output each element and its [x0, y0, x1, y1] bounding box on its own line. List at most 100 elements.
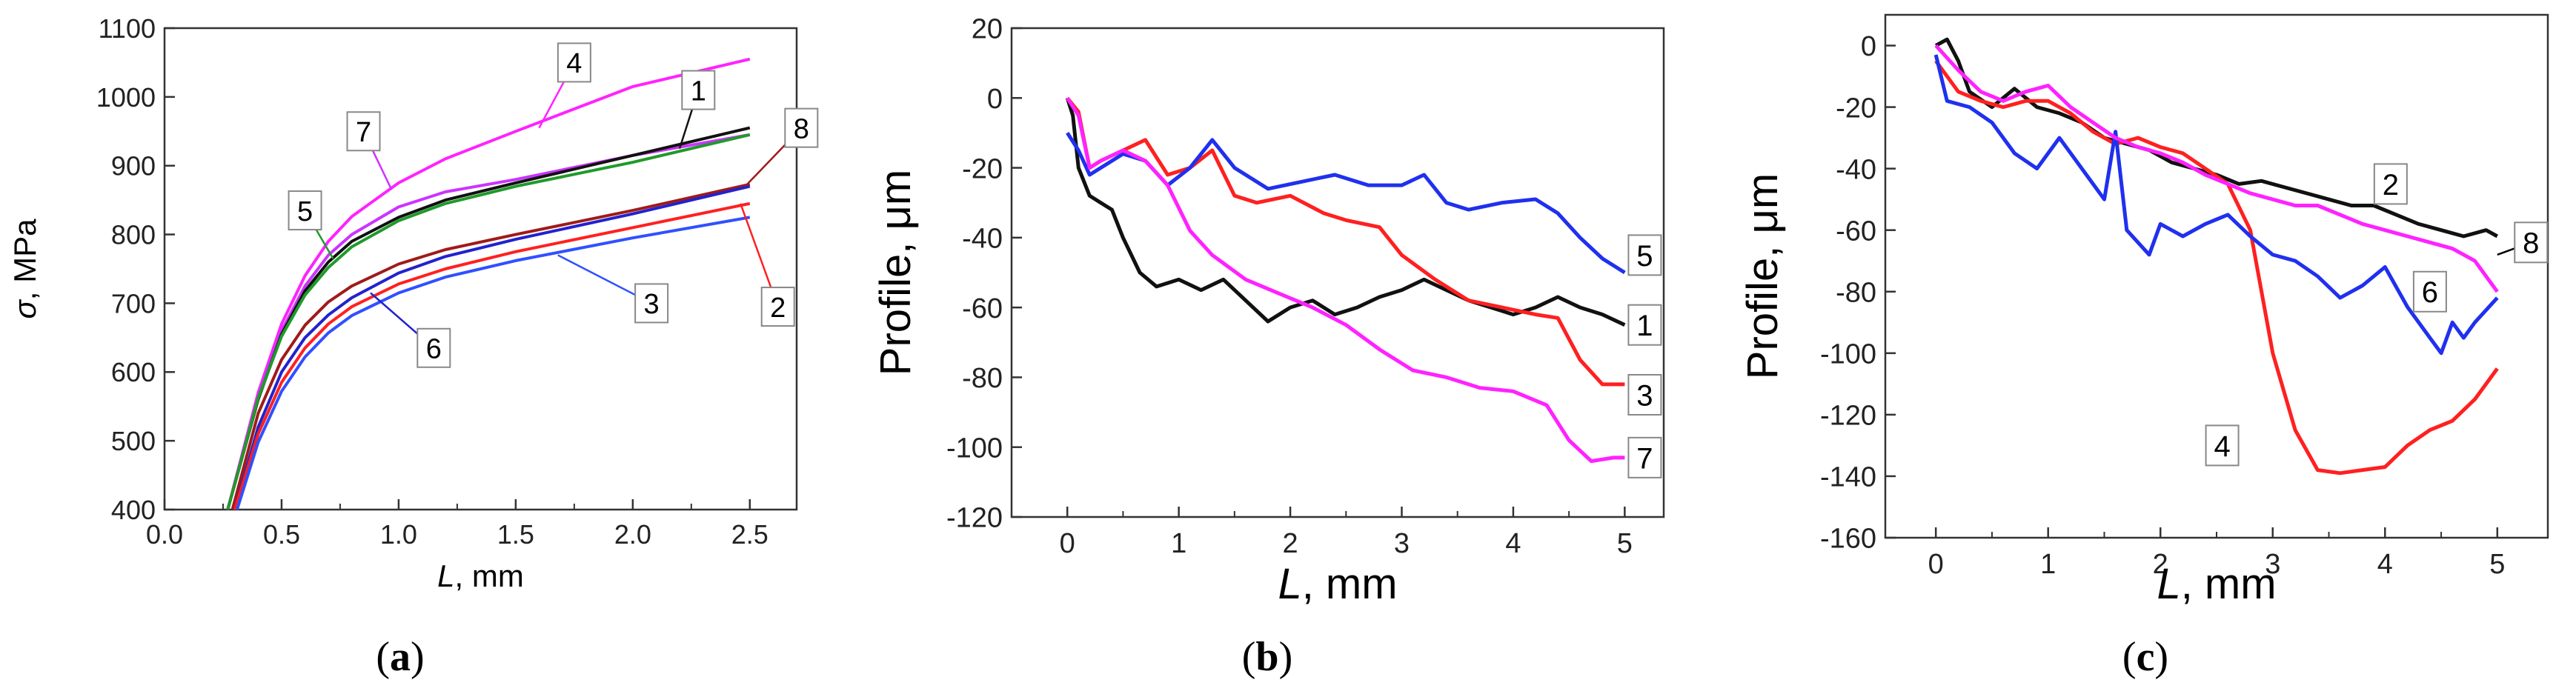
x-tick-label: 0.5 — [263, 519, 300, 550]
panel-c-profile-curves: 0 1 2 3 4 5 -160 -140 -120 -100 -80 -60 -40 -20 0 2 4 6 8 L… — [1739, 13, 2549, 680]
series-line-2 — [1934, 37, 2499, 238]
y-axis-label: Profile, μm — [1739, 173, 1787, 379]
series-tag-box — [784, 107, 819, 148]
series-tag-8: 8 — [2523, 227, 2539, 260]
y-tick-label: -160 — [1820, 524, 1876, 555]
series-tag-box — [2373, 163, 2408, 205]
series-tag-2: 2 — [2383, 169, 2399, 201]
x-tick-label: 2.5 — [731, 519, 769, 550]
y-tick-label: 20 — [972, 14, 1003, 45]
panel-caption: (c) — [2122, 634, 2168, 680]
panel-caption: (b) — [1242, 634, 1292, 680]
x-tick-label: 5 — [2489, 549, 2505, 580]
series-line-5 — [1066, 132, 1626, 275]
series-tag-box — [1627, 436, 1662, 478]
series-line-3 — [235, 216, 751, 510]
y-tick-label: 1100 — [99, 13, 156, 44]
series-tag-box — [1627, 374, 1662, 416]
x-tick-label: 2 — [2153, 549, 2168, 580]
series-tag-box — [2205, 424, 2240, 467]
y-tick-label: -100 — [1820, 339, 1876, 370]
series-tag-1: 1 — [1636, 310, 1653, 342]
series-tag-box — [1627, 234, 1662, 276]
series-tag-7: 7 — [1636, 442, 1653, 475]
x-tick-label: 3 — [1394, 528, 1410, 559]
x-axis-label: L, mm — [1278, 560, 1397, 608]
series-line-6 — [1933, 54, 2499, 356]
series-tag-3: 3 — [1636, 379, 1653, 412]
y-axis-label: Profile, μm — [872, 170, 920, 376]
series-line-3 — [1066, 96, 1625, 387]
series-tag-1: 1 — [691, 76, 706, 107]
x-tick-label: 1 — [2040, 549, 2056, 580]
series-tag-box — [2514, 221, 2549, 264]
y-axis-label: σ, MPa — [7, 218, 42, 319]
x-axis-symbol: L — [437, 558, 454, 593]
series-tag-4: 4 — [566, 48, 582, 79]
x-axis-unit: , mm — [2181, 560, 2277, 608]
y-tick-label: 0 — [1861, 31, 1876, 62]
series-tag-7: 7 — [356, 117, 371, 148]
y-tick-label: 1000 — [96, 82, 156, 113]
series-tag-box — [634, 283, 669, 324]
series-tag-box — [760, 287, 795, 327]
series-line-5 — [226, 133, 751, 510]
series-tag-5: 5 — [1636, 240, 1653, 273]
x-axis-unit: , mm — [1302, 560, 1398, 608]
series-line-4 — [1934, 59, 2499, 476]
series-tag-box — [1627, 304, 1662, 346]
y-tick-label: -140 — [1820, 462, 1876, 493]
y-tick-label: 600 — [111, 357, 156, 387]
series-tag-6: 6 — [426, 333, 442, 364]
x-tick-label: 3 — [2265, 549, 2280, 580]
x-axis-label: L, mm — [2157, 560, 2276, 608]
x-axis-symbol: L — [2157, 560, 2180, 608]
x-tick-label: 1 — [1171, 528, 1186, 559]
series-line-6 — [233, 184, 751, 510]
series-tag-4: 4 — [2214, 430, 2230, 463]
x-tick-label: 1.5 — [497, 519, 534, 550]
axes-frame — [1010, 27, 1665, 518]
x-tick-label: 2 — [1282, 528, 1298, 559]
x-tick-label: 0 — [1928, 549, 1944, 580]
series-tag-6: 6 — [2422, 276, 2438, 309]
x-tick-label: 4 — [1505, 528, 1521, 559]
panel-a-stress-curves: 0.0 0.5 1.0 1.5 2.0 2.5 400 500 600 700 800 900 1000… — [7, 13, 819, 680]
y-tick-label: -80 — [1836, 277, 1876, 308]
y-axis-symbol: σ — [7, 299, 42, 319]
x-tick-label: 5 — [1617, 528, 1633, 559]
y-tick-label: 0 — [987, 84, 1003, 115]
series-tag-box — [288, 190, 322, 231]
series-tag-box — [557, 42, 591, 83]
x-tick-label: 2.0 — [614, 519, 651, 550]
y-tick-label: 400 — [111, 495, 156, 525]
series-line-7 — [1066, 96, 1625, 464]
series-line-1 — [1065, 97, 1626, 327]
x-axis-label: L, mm — [437, 558, 524, 593]
y-tick-label: -40 — [962, 224, 1003, 255]
y-tick-label: -120 — [1820, 401, 1876, 432]
series-tag-box — [416, 327, 451, 368]
series-line-8 — [230, 182, 751, 510]
series-tag-box — [346, 111, 381, 152]
series-tag-box — [681, 70, 716, 110]
x-tick-label: 0 — [1060, 528, 1075, 559]
series-tag-5: 5 — [297, 196, 313, 227]
axes-frame — [163, 27, 798, 511]
y-tick-label: -60 — [962, 293, 1003, 324]
y-tick-label: 700 — [111, 288, 156, 318]
x-tick-label: 4 — [2377, 549, 2393, 580]
x-axis-symbol: L — [1278, 560, 1301, 608]
y-tick-label: 800 — [111, 220, 156, 250]
y-tick-label: -60 — [1836, 216, 1876, 247]
panel-b-profile-curves: 0 1 2 3 4 5 -120 -100 -80 -60 -40 -20 0 20 1 3 5 7 L, mm Pr… — [872, 14, 1665, 680]
x-tick-label: 1.0 — [380, 519, 417, 550]
series-tag-3: 3 — [644, 289, 660, 320]
y-axis-unit: , MPa — [7, 218, 42, 300]
y-tick-label: -20 — [962, 153, 1003, 184]
y-tick-label: -100 — [946, 433, 1003, 464]
y-tick-label: -40 — [1836, 154, 1876, 185]
y-tick-label: -120 — [946, 503, 1003, 534]
series-tag-2: 2 — [770, 293, 786, 324]
